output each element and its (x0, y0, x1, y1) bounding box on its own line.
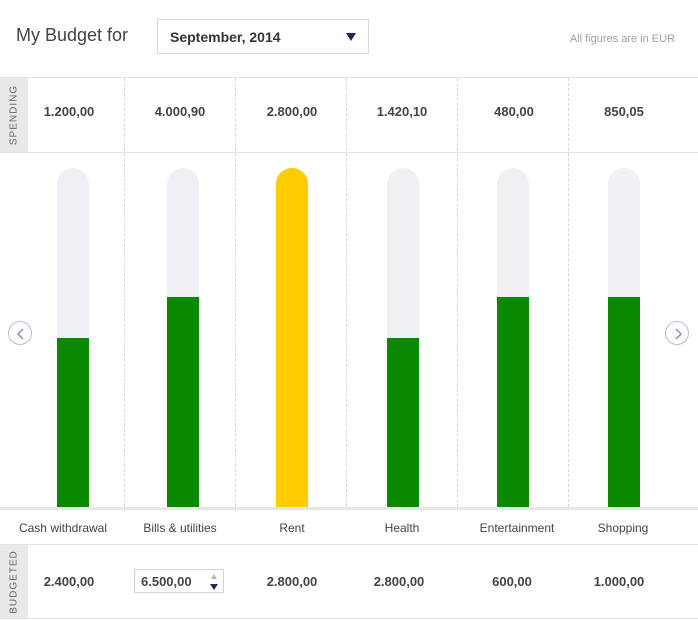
column-divider (568, 78, 569, 507)
divider (0, 544, 698, 545)
budget-bar-fill (497, 296, 529, 507)
divider (0, 507, 698, 510)
spending-value: 4.000,90 (154, 104, 206, 119)
stepper-down-icon[interactable] (210, 584, 218, 590)
budgeted-value: 600,00 (492, 574, 532, 589)
budget-bar (387, 168, 419, 507)
budgeted-side-label: BUDGETED (0, 545, 28, 618)
divider (0, 152, 698, 153)
spending-label: SPENDING (8, 84, 20, 146)
divider (0, 618, 698, 619)
stepper-up-icon[interactable] (211, 574, 217, 579)
budget-bar-fill (57, 337, 89, 507)
header: My Budget for September, 2014 All figure… (0, 0, 698, 78)
category-name: Cash withdrawal (18, 521, 108, 535)
spending-value: 1.420,10 (376, 104, 428, 119)
prev-button[interactable] (8, 321, 32, 345)
currency-note: All figures are in EUR (569, 33, 675, 45)
budget-bar-fill (167, 296, 199, 507)
chevron-right-icon (675, 328, 683, 340)
category-name: Health (384, 521, 420, 535)
budget-amount-value: 6.500,00 (141, 574, 192, 589)
stepper[interactable] (210, 572, 220, 592)
budget-bar-fill (387, 337, 419, 507)
budget-amount-input[interactable]: 6.500,00 (134, 569, 224, 593)
budgeted-value: 2.400,00 (43, 574, 95, 589)
spending-side-label: SPENDING (0, 78, 28, 152)
category-name: Shopping (597, 521, 649, 535)
budget-bar (608, 168, 640, 507)
column-divider (346, 78, 347, 507)
spending-value: 1.200,00 (43, 104, 95, 119)
budget-bar (167, 168, 199, 507)
category-name: Entertainment (479, 521, 555, 535)
month-select[interactable]: September, 2014 (157, 19, 369, 54)
page-title: My Budget for (16, 25, 129, 45)
chevron-left-icon (16, 328, 24, 340)
month-select-value: September, 2014 (170, 29, 281, 45)
category-name: Rent (279, 521, 305, 535)
budget-bar (57, 168, 89, 507)
budget-bar (497, 168, 529, 507)
column-divider (457, 78, 458, 507)
budgeted-label: BUDGETED (8, 549, 20, 614)
column-divider (235, 78, 236, 507)
spending-value: 850,05 (604, 104, 644, 119)
spending-value: 2.800,00 (266, 104, 318, 119)
divider (0, 77, 698, 78)
category-name: Bills & utilities (143, 521, 217, 535)
caret-down-icon (346, 33, 356, 41)
budgeted-value: 2.800,00 (373, 574, 425, 589)
budgeted-value: 2.800,00 (266, 574, 318, 589)
spending-value: 480,00 (494, 104, 534, 119)
budget-bar-fill (608, 296, 640, 507)
next-button[interactable] (665, 321, 689, 345)
budget-bar (276, 168, 308, 507)
budgeted-value: 1.000,00 (593, 574, 645, 589)
column-divider (124, 78, 125, 507)
budget-bar-fill (276, 168, 308, 507)
